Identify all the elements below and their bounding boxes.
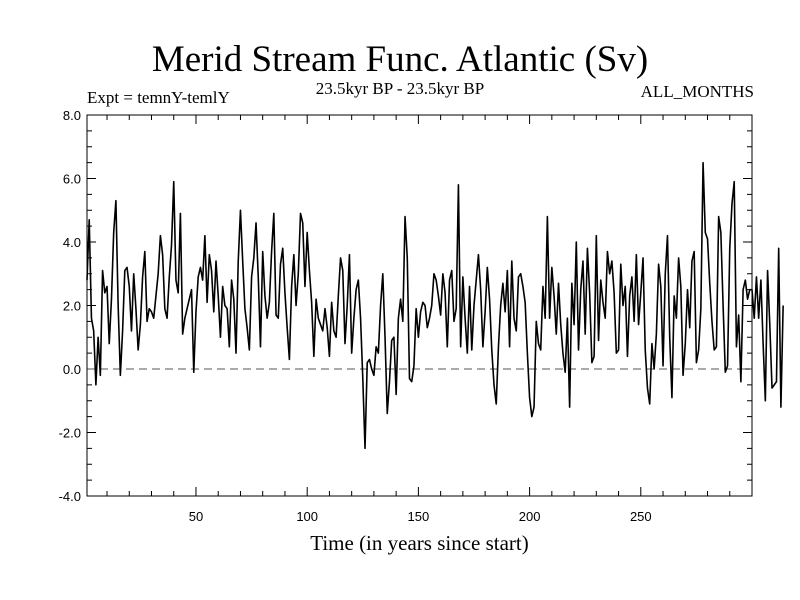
x-tick-label: 150 <box>408 509 430 524</box>
x-axis-title: Time (in years since start) <box>310 531 529 555</box>
y-tick-label: 6.0 <box>63 172 81 187</box>
experiment-label: Expt = temnY-temlY <box>87 88 230 107</box>
y-tick-label: 8.0 <box>63 108 81 123</box>
y-tick-label: 4.0 <box>63 235 81 250</box>
chart-subtitle: 23.5kyr BP - 23.5kyr BP <box>315 79 485 98</box>
y-tick-label: 0.0 <box>63 362 81 377</box>
y-tick-label: 2.0 <box>63 299 81 314</box>
x-tick-label: 100 <box>296 509 318 524</box>
x-tick-label: 200 <box>519 509 541 524</box>
plot-frame <box>86 114 753 497</box>
y-axis: -4.0 -2.0 0.0 2.0 4.0 6.0 8.0 <box>59 108 752 504</box>
x-tick-label: 250 <box>630 509 652 524</box>
y-tick-label: -2.0 <box>59 426 81 441</box>
series-line <box>86 161 784 450</box>
x-axis: 50 100 150 200 250 <box>106 115 753 524</box>
months-label: ALL_MONTHS <box>640 82 754 101</box>
x-tick-label: 50 <box>189 509 203 524</box>
y-tick-label: -4.0 <box>59 489 81 504</box>
chart-title: Merid Stream Func. Atlantic (Sv) <box>151 39 649 80</box>
